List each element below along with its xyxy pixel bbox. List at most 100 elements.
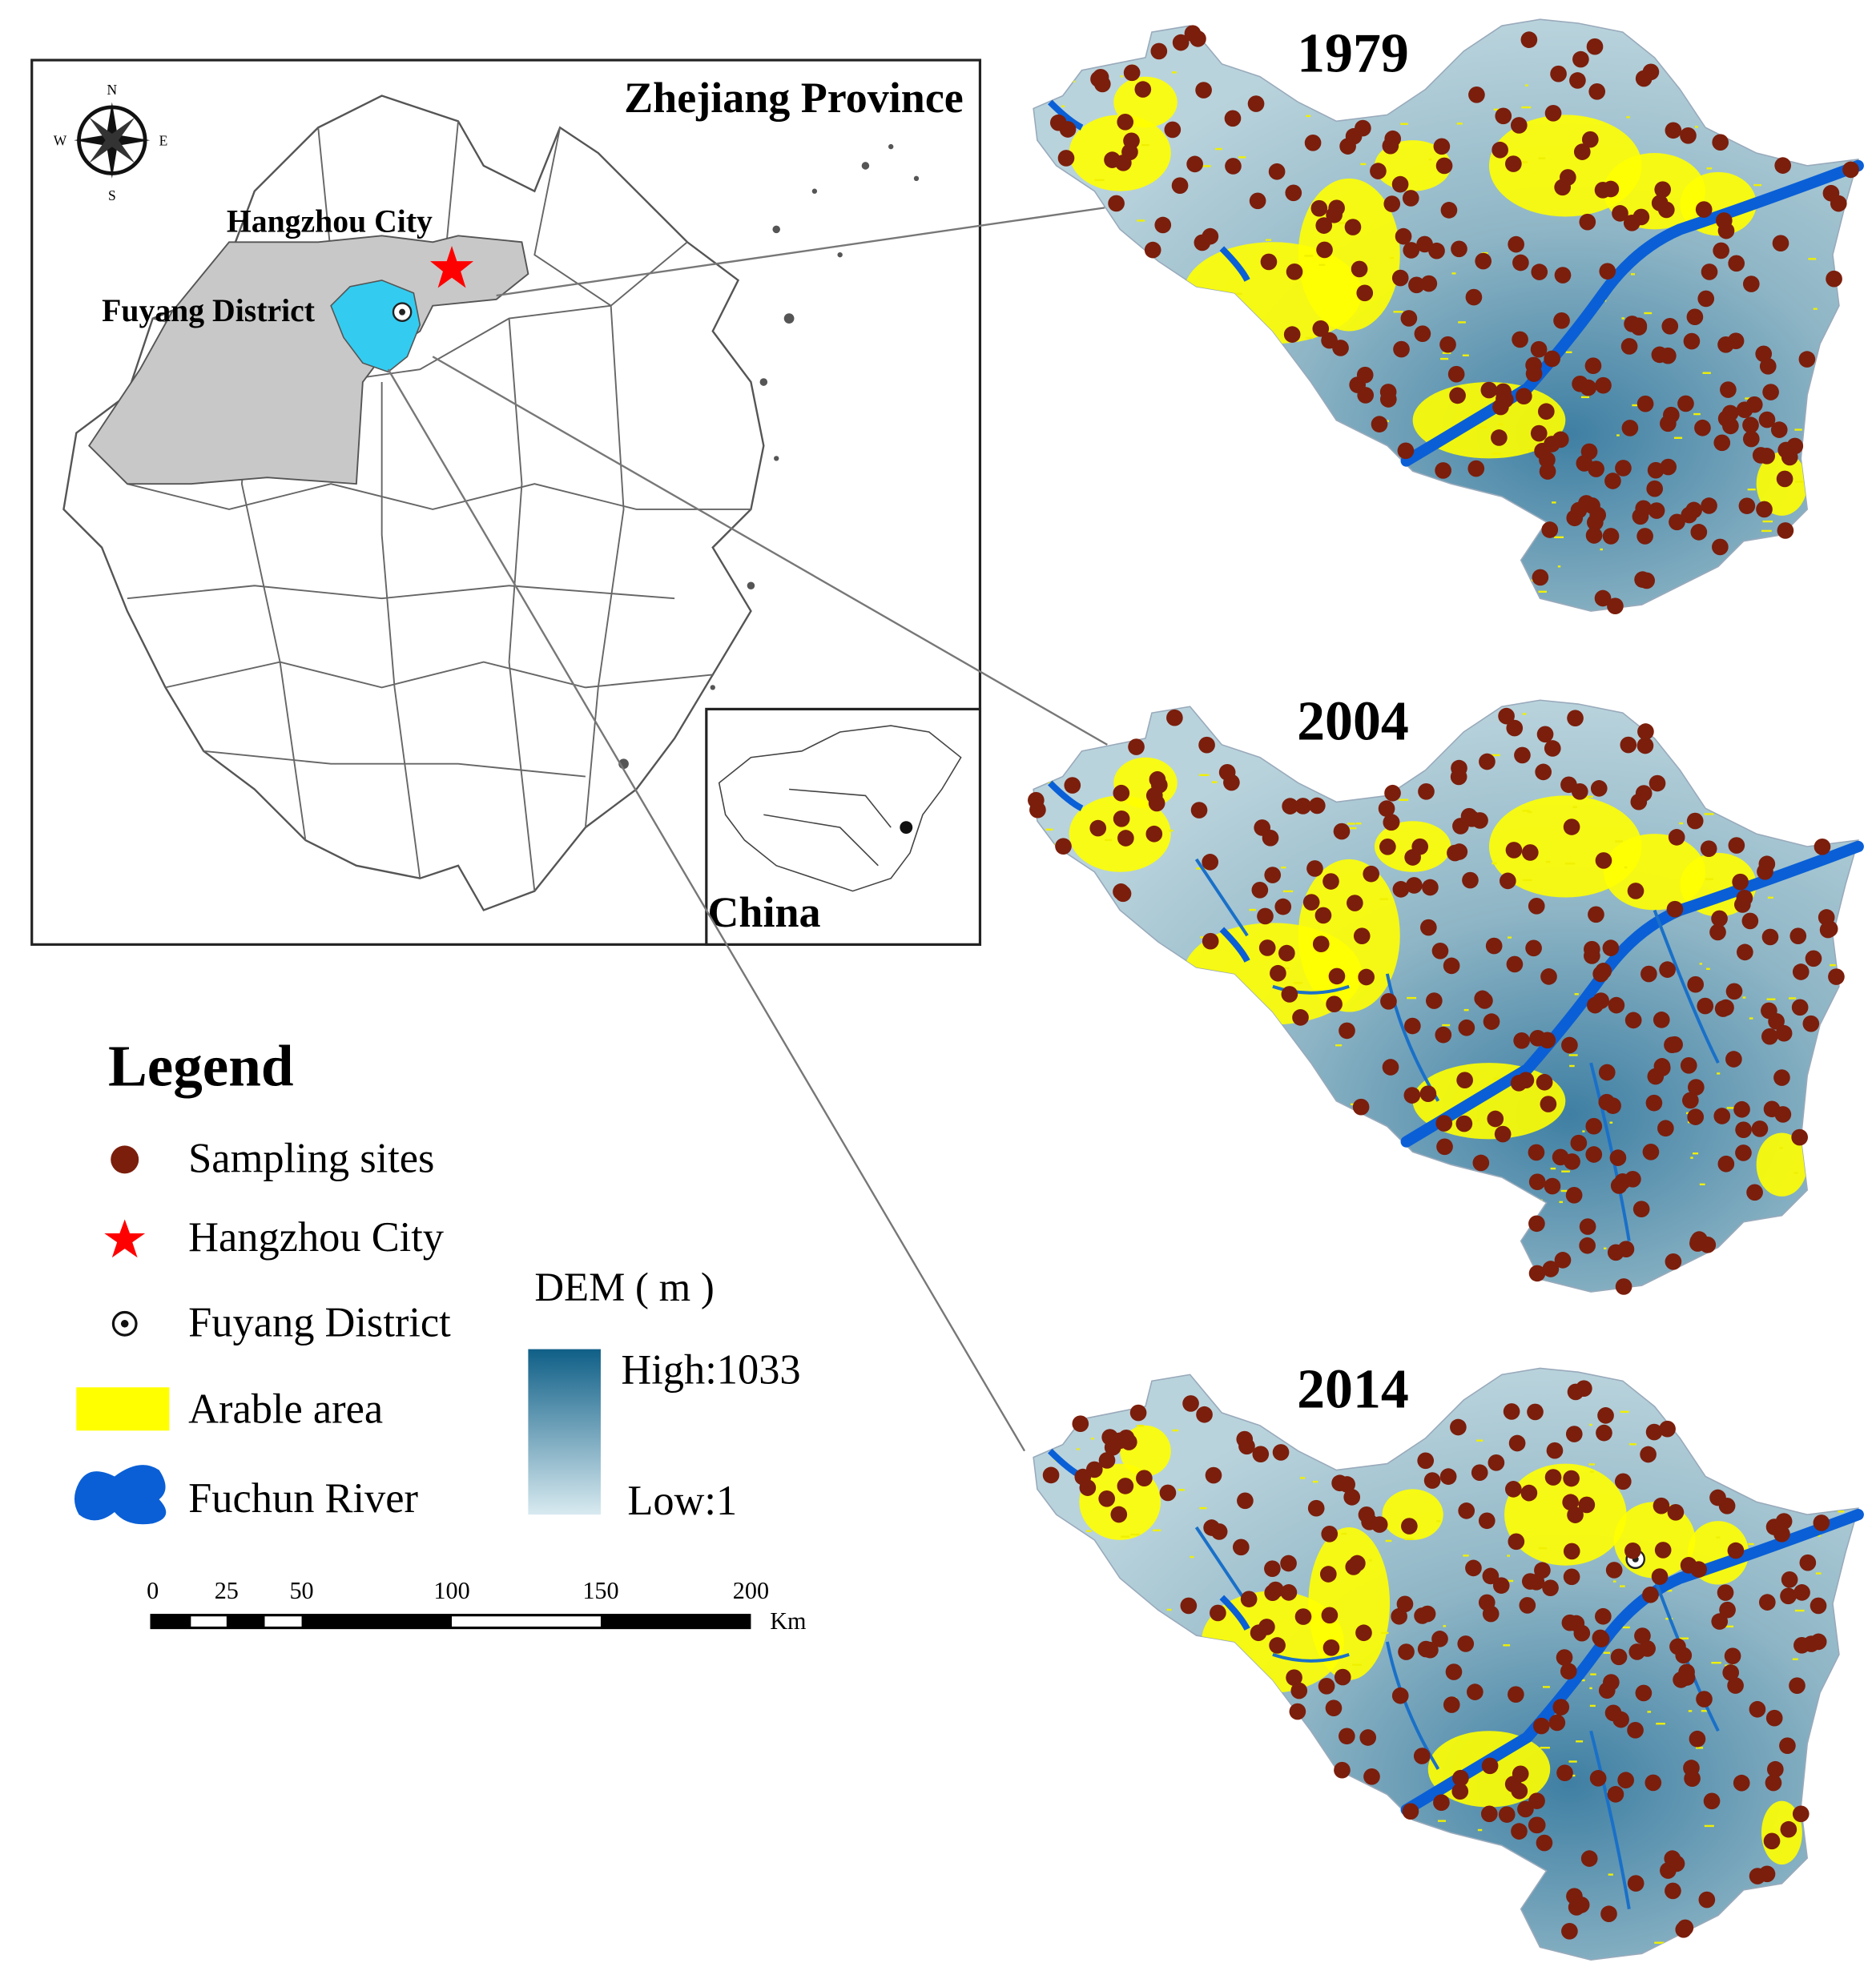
sampling-site [1775, 1024, 1793, 1042]
sampling-site [1355, 119, 1371, 137]
arable-fleck [1810, 1899, 1820, 1901]
sampling-site [1563, 1543, 1580, 1560]
sampling-site [1651, 1568, 1669, 1585]
sampling-site [1506, 719, 1524, 737]
arable-fleck [1793, 26, 1797, 29]
sampling-site [1451, 843, 1468, 860]
arable-fleck [1211, 781, 1218, 783]
china-outline [718, 725, 962, 892]
arable-fleck [1756, 1269, 1766, 1271]
arable-fleck [1216, 1030, 1222, 1032]
arable-fleck [1221, 498, 1232, 501]
sampling-site [1651, 195, 1669, 211]
sampling-site [1539, 1032, 1556, 1049]
sampling-site [1072, 1415, 1089, 1433]
arable-fleck [1824, 40, 1833, 42]
sampling-site [1508, 1434, 1526, 1452]
sampling-site [1379, 838, 1396, 855]
sampling-site [1780, 1587, 1797, 1605]
arable-fleck [1226, 412, 1232, 414]
sampling-site [1272, 1444, 1290, 1461]
sampling-site [1791, 999, 1809, 1016]
sampling-sites [1028, 707, 1845, 1295]
sampling-site [1321, 1525, 1339, 1543]
sampling-site [1439, 1468, 1457, 1485]
arable-fleck [1281, 967, 1290, 970]
arable-fleck [1137, 219, 1145, 222]
sampling-site [1818, 909, 1835, 926]
sampling-site [1548, 1714, 1566, 1732]
sampling-site [1355, 1624, 1372, 1642]
sampling-site [1530, 424, 1548, 442]
arable-fleck [1622, 1626, 1630, 1629]
sampling-site [1358, 1506, 1375, 1523]
sampling-site [1451, 240, 1467, 258]
arable-fleck [1687, 1948, 1691, 1951]
sampling-site [1449, 387, 1466, 404]
sampling-site [1661, 317, 1679, 335]
sampling-site [1321, 1607, 1339, 1624]
sampling-site [1312, 935, 1330, 953]
scale-tick-100: 100 [433, 1577, 469, 1604]
sampling-site [1528, 1816, 1545, 1834]
sampling-site [1539, 463, 1556, 480]
arable-fleck [1661, 1397, 1665, 1400]
sampling-site [1496, 390, 1512, 408]
sampling-site [1145, 825, 1163, 843]
arable-fleck [1360, 163, 1367, 166]
sampling-site [1326, 996, 1343, 1013]
sampling-site [1572, 50, 1589, 68]
sampling-site [1736, 890, 1753, 907]
sampling-site [1417, 1452, 1435, 1470]
sampling-site [1113, 810, 1130, 827]
sampling-site [1648, 502, 1665, 519]
arable-fleck [1565, 351, 1572, 353]
sampling-site [1304, 135, 1322, 151]
sampling-site [1420, 919, 1437, 936]
arable-fleck [1475, 1119, 1479, 1122]
sampling-site [1403, 242, 1420, 259]
sampling-site [1585, 1146, 1603, 1163]
sampling-site [1602, 180, 1620, 198]
arable-fleck [1716, 1536, 1721, 1539]
dem-map-2014 [1033, 1367, 1864, 1961]
sampling-site [1414, 325, 1431, 342]
arable-fleck [1626, 116, 1630, 119]
arable-fleck [1120, 1776, 1123, 1779]
arable-fleck [1818, 1534, 1821, 1537]
arable-fleck [1572, 806, 1577, 808]
arable-fleck [1259, 1172, 1270, 1175]
sampling-site [1251, 881, 1269, 899]
sampling-site [1536, 1834, 1553, 1852]
zhejiang-location-marker [900, 821, 913, 835]
sampling-site [1419, 1085, 1437, 1103]
arable-fleck [1442, 1024, 1451, 1027]
arable-fleck [1062, 1662, 1072, 1665]
sampling-site [1636, 395, 1654, 412]
sampling-site [1383, 195, 1401, 212]
sampling-site [1765, 1774, 1782, 1792]
arable-fleck [1458, 321, 1466, 324]
sampling-site [1713, 1108, 1731, 1124]
arable-fleck [1304, 255, 1314, 257]
arable-fleck [1704, 813, 1714, 815]
arable-fleck [1726, 1107, 1735, 1109]
sampling-site [1247, 95, 1265, 112]
arable-fleck [1214, 715, 1218, 718]
sampling-site [1684, 1770, 1701, 1788]
arable-fleck [1070, 1136, 1081, 1138]
sampling-site [1471, 1464, 1488, 1482]
arable-fleck [1604, 1247, 1607, 1249]
arable-fleck [1120, 75, 1124, 78]
arable-fleck [1351, 1663, 1362, 1666]
arable-fleck [1079, 186, 1087, 188]
sampling-site [1563, 819, 1580, 835]
arable-fleck [1268, 1721, 1278, 1724]
arable-fleck [1788, 997, 1797, 1000]
arable-fleck [1545, 861, 1551, 863]
sampling-site [1799, 1554, 1817, 1571]
arable-fleck [1589, 1687, 1592, 1690]
sampling-site [1435, 1026, 1452, 1044]
sampling-site [1232, 1539, 1250, 1556]
arable-fleck [1121, 1535, 1130, 1538]
